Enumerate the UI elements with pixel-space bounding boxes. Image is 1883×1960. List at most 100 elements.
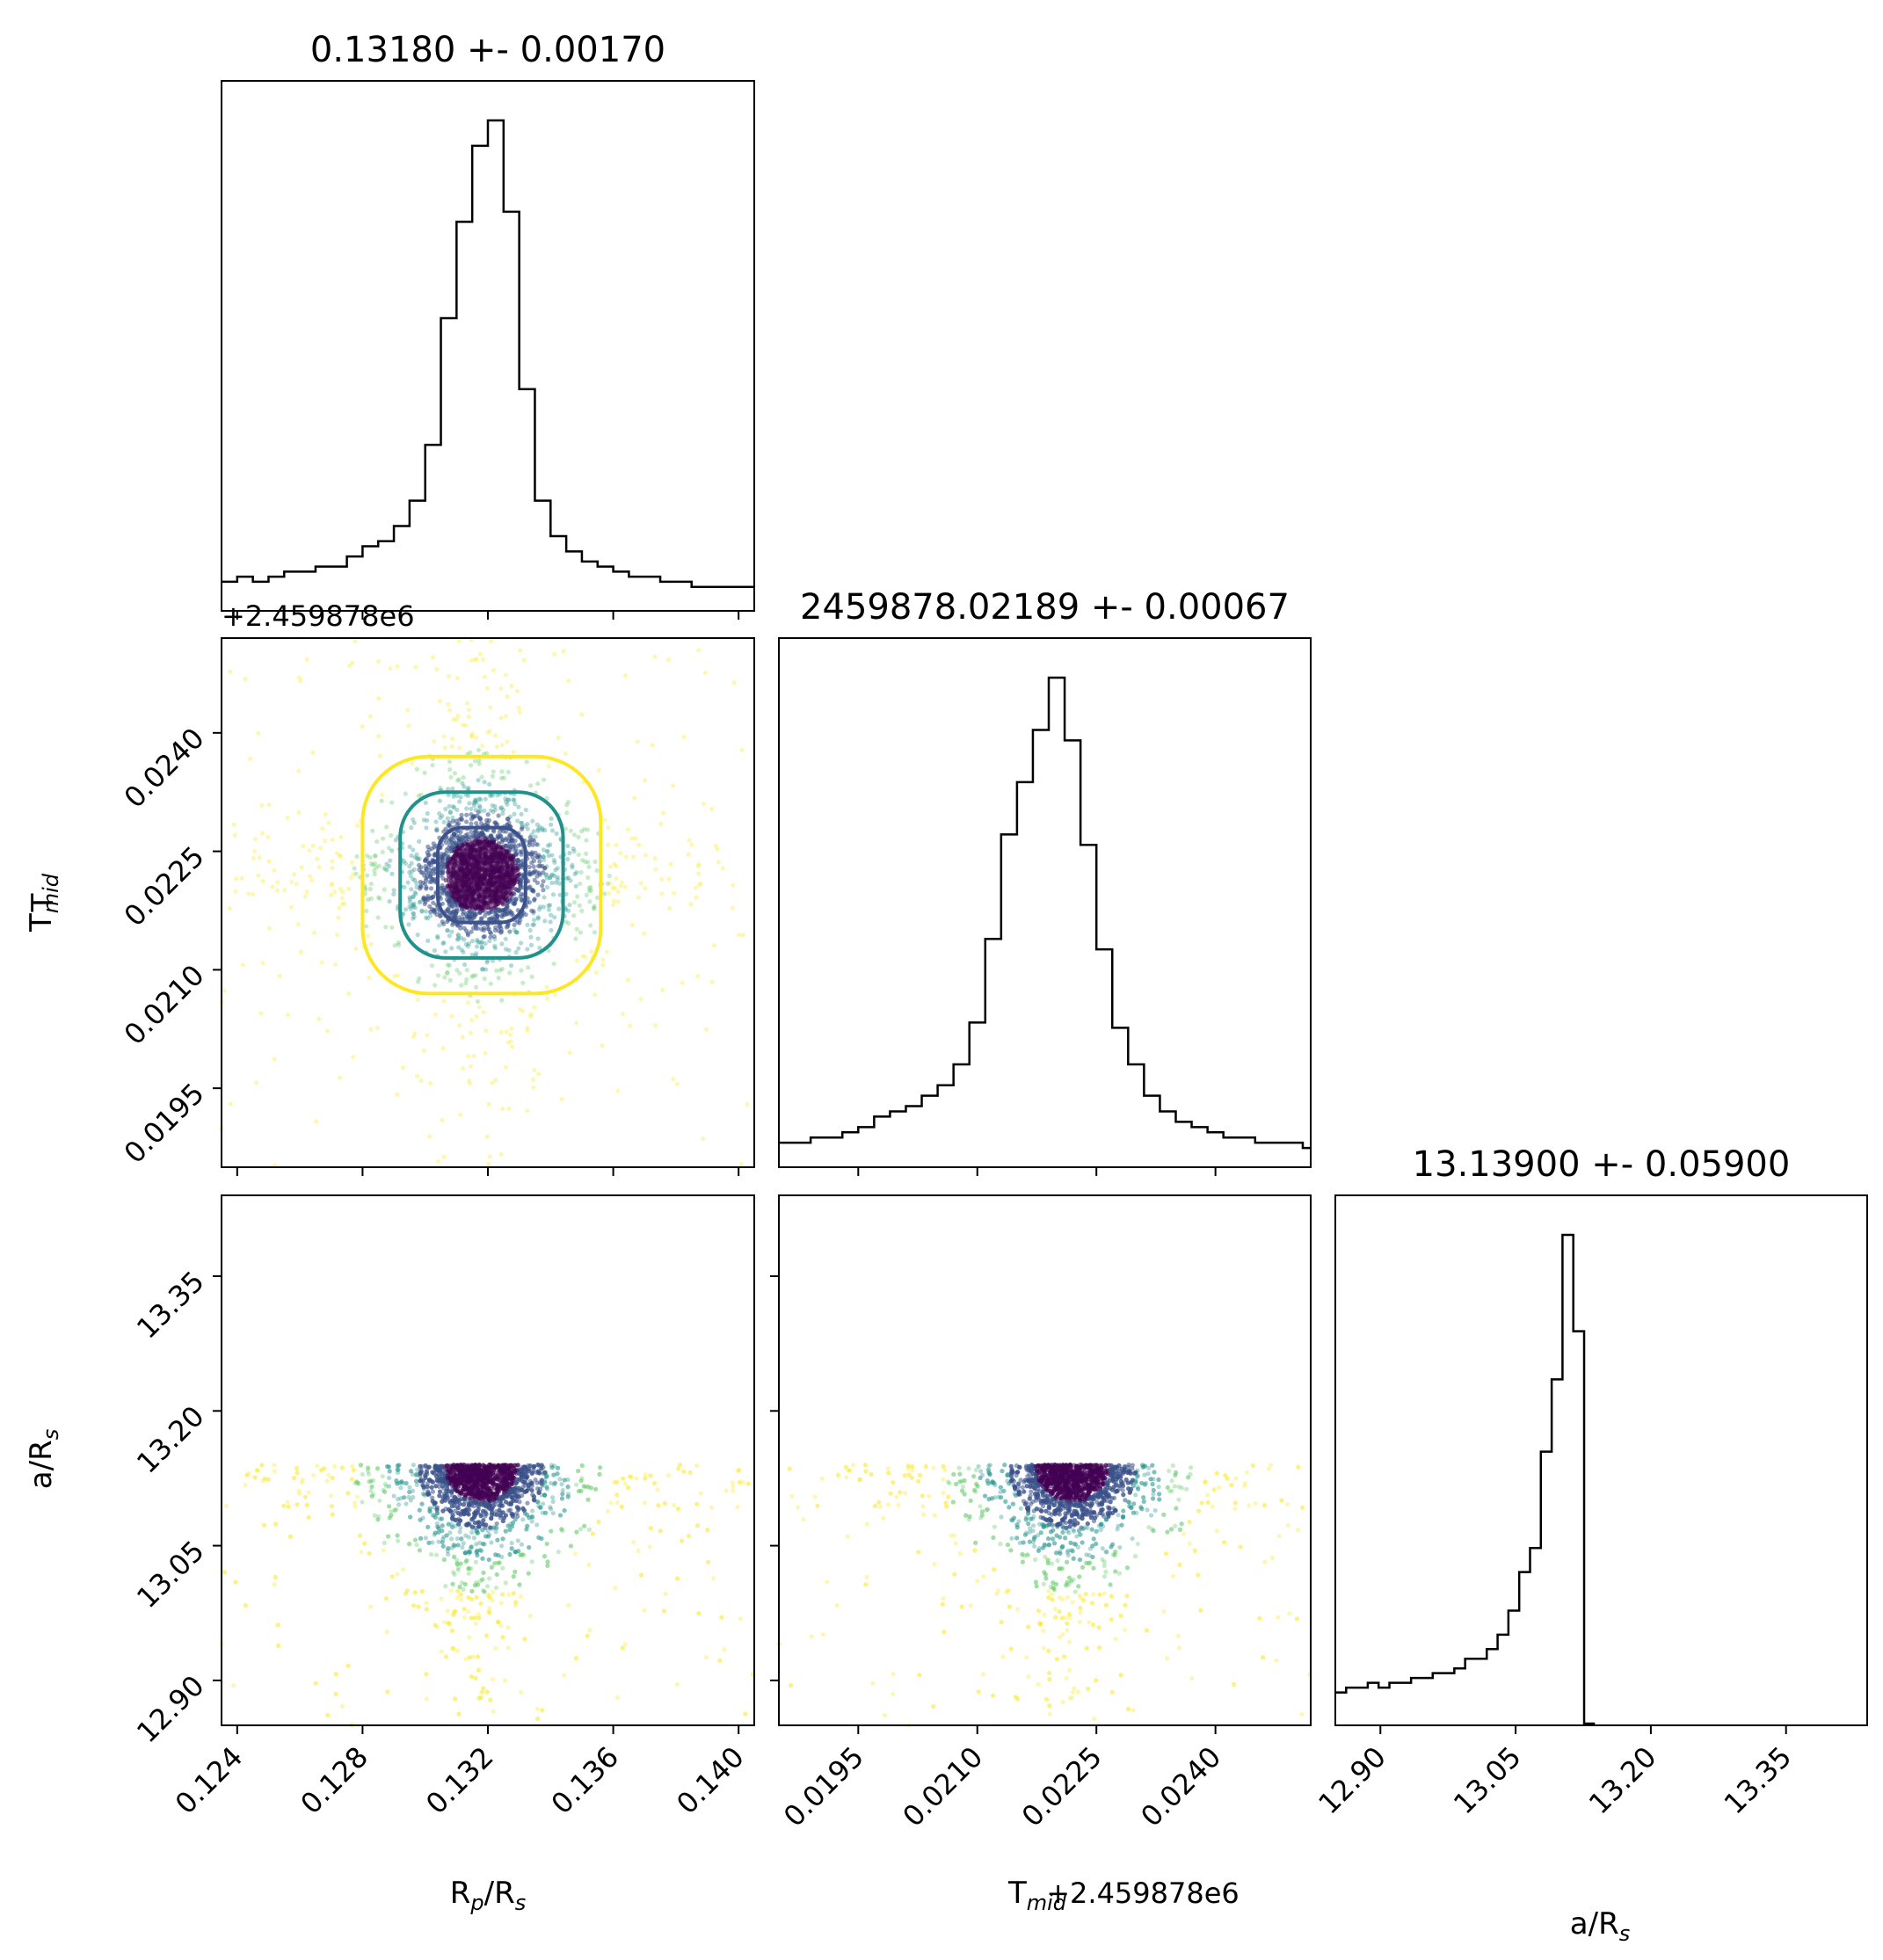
s10-point: [620, 880, 625, 885]
s10-point: [571, 848, 577, 854]
s10-point: [527, 840, 532, 846]
s20-point: [329, 1504, 335, 1509]
s20-point: [385, 1463, 390, 1470]
s10-point: [411, 911, 416, 917]
s20-point: [497, 1560, 502, 1565]
s10-point: [469, 952, 475, 957]
s10-point: [567, 850, 572, 856]
s10-point: [635, 739, 640, 744]
s20-point: [454, 1535, 460, 1542]
s10-point: [469, 912, 475, 918]
s20-point: [354, 1494, 360, 1499]
s10-point: [472, 800, 478, 805]
s10-point: [506, 1106, 512, 1112]
s10-point: [349, 860, 355, 865]
s20-point: [273, 1521, 279, 1527]
s20-point: [456, 1711, 462, 1717]
s20-point: [544, 1541, 549, 1547]
s10-point: [497, 829, 503, 835]
s20-point: [434, 1467, 440, 1472]
s10-point: [527, 927, 533, 933]
s10-point: [299, 865, 304, 870]
s10-point: [447, 810, 454, 816]
s20-point: [445, 1608, 450, 1614]
s20-point: [455, 1506, 461, 1511]
s20-point: [502, 1678, 508, 1683]
s10-point: [377, 896, 382, 902]
s20-point: [705, 1528, 710, 1533]
s20-point: [480, 1541, 486, 1547]
s20-point: [488, 1493, 494, 1499]
s20-point: [381, 1548, 387, 1553]
s10-point: [389, 848, 395, 853]
s10-point: [465, 1000, 471, 1005]
s10-point: [339, 902, 345, 907]
s20-point: [476, 1654, 481, 1659]
s10-point: [251, 891, 256, 897]
s20-point: [522, 1511, 527, 1516]
s20-point: [356, 1481, 361, 1486]
s10-point: [501, 829, 506, 834]
s10-point: [424, 825, 429, 831]
s20-point: [481, 1518, 486, 1523]
s10-point: [551, 857, 556, 863]
s10-point: [499, 775, 505, 780]
s20-point: [500, 1518, 505, 1524]
s10-point: [565, 875, 571, 881]
s10-point: [576, 852, 581, 858]
s20-point: [549, 1506, 554, 1512]
s10-point: [578, 869, 584, 875]
s20-point: [606, 1508, 611, 1514]
s10-point: [401, 859, 407, 864]
s10-point: [329, 892, 334, 897]
s20-point: [408, 1514, 413, 1520]
s10-point: [383, 925, 389, 930]
s10-point: [382, 867, 388, 872]
s20-point: [387, 1515, 392, 1521]
s20-point: [488, 1479, 493, 1485]
s10-point: [591, 905, 597, 911]
s10-point: [600, 957, 606, 962]
s20-point: [486, 1557, 491, 1563]
s10-point: [516, 705, 522, 711]
s10-point: [510, 1044, 515, 1049]
s20-point: [503, 1528, 508, 1534]
s10-point: [353, 639, 358, 644]
s20-point: [439, 1516, 445, 1521]
s20-point: [487, 1610, 492, 1615]
s20-point: [675, 1466, 681, 1471]
s10-point: [453, 914, 458, 920]
s10-point: [541, 904, 546, 910]
s10-point: [696, 648, 702, 653]
s10-point: [653, 1022, 658, 1028]
s10-point: [460, 1034, 465, 1040]
s20-point: [424, 1672, 429, 1677]
s10-point: [434, 933, 440, 939]
s20-point: [481, 1570, 486, 1575]
s10-point: [483, 1028, 489, 1034]
s20-point: [542, 1480, 548, 1485]
s10-point: [454, 968, 460, 973]
s10-point: [500, 1107, 505, 1112]
s20-point: [681, 1469, 687, 1474]
s10-point: [525, 826, 530, 831]
s20-point: [556, 1549, 561, 1555]
s20-point: [534, 1522, 540, 1528]
s10-point: [294, 882, 299, 887]
s20-point: [493, 1552, 498, 1557]
s10-point: [418, 884, 424, 889]
s10-point: [716, 860, 721, 865]
s20-point: [396, 1502, 402, 1507]
s20-point: [445, 1476, 450, 1481]
s10-point: [650, 743, 655, 748]
s10-point: [409, 860, 414, 866]
s10-point: [367, 855, 373, 860]
s10-point: [520, 980, 526, 985]
s10-point: [411, 847, 416, 853]
s20-point: [433, 1530, 438, 1535]
s10-point: [574, 926, 579, 932]
s10-point: [373, 853, 378, 859]
s20-point: [418, 1478, 423, 1484]
s20-point: [451, 1554, 457, 1559]
s20-point: [498, 1513, 504, 1518]
